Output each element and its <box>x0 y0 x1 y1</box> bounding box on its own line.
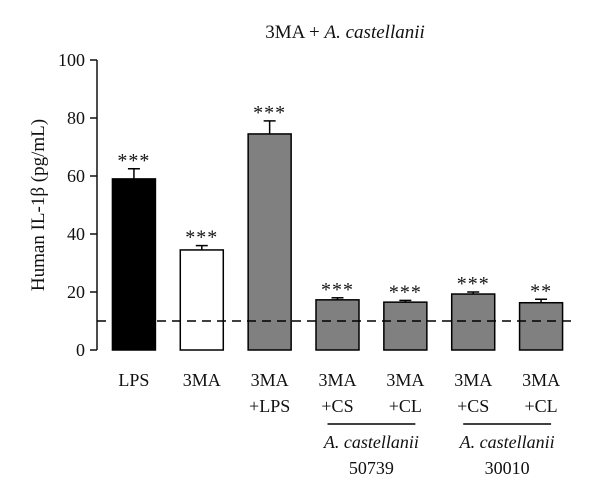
category-label: +CS <box>457 396 489 416</box>
y-tick-label: 20 <box>67 282 85 302</box>
y-tick-label: 100 <box>58 50 85 70</box>
category-label: LPS <box>118 370 149 390</box>
y-tick-label: 80 <box>67 108 85 128</box>
significance-label: *** <box>253 102 286 124</box>
bar <box>111 178 157 351</box>
significance-label: *** <box>185 227 218 249</box>
bar <box>518 301 564 351</box>
category-label: +CS <box>321 396 353 416</box>
significance-label: *** <box>389 281 422 303</box>
significance-label: ** <box>530 280 552 302</box>
bar <box>315 299 360 351</box>
y-tick-label: 60 <box>67 166 85 186</box>
group-name: A. castellanii <box>459 432 555 452</box>
group-strain: 50739 <box>349 458 394 478</box>
group-name: A. castellanii <box>323 432 419 452</box>
category-label: 3MA <box>386 370 424 390</box>
chart-title-prefix: 3MA + <box>265 22 324 43</box>
bar <box>247 133 292 351</box>
category-label: +LPS <box>249 396 290 416</box>
bar <box>179 249 225 351</box>
category-label: 3MA <box>454 370 492 390</box>
significance-label: *** <box>457 273 490 295</box>
y-axis-label: Human IL-1β (pg/mL) <box>28 119 49 291</box>
significance-label: *** <box>321 279 354 301</box>
category-label: 3MA <box>183 370 221 390</box>
category-label: +CL <box>524 396 557 416</box>
y-tick-label: 40 <box>67 224 85 244</box>
bar <box>450 293 496 351</box>
annotations: *** LPS *** 3MA *** 3MA +LPS *** 3MA +CS *** 3MA +CL… <box>97 102 575 478</box>
category-label: +CL <box>389 396 422 416</box>
y-tick-label: 0 <box>76 340 85 360</box>
bar <box>383 301 428 351</box>
category-label: 3MA <box>522 370 560 390</box>
category-label: 3MA <box>318 370 356 390</box>
group-strain: 30010 <box>485 458 530 478</box>
axes: 0 20 40 60 80 100 <box>58 50 98 360</box>
category-label: 3MA <box>251 370 289 390</box>
bars <box>111 120 564 351</box>
chart-title: 3MA + A. castellanii <box>265 22 425 43</box>
significance-label: *** <box>117 150 150 172</box>
chart-title-italic: A. castellanii <box>323 22 425 43</box>
